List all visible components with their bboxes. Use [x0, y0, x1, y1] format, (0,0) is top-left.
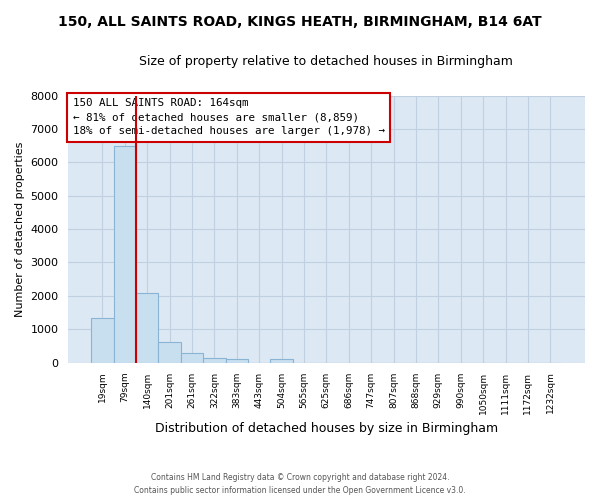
Title: Size of property relative to detached houses in Birmingham: Size of property relative to detached ho… [139, 55, 513, 68]
Bar [203, 358, 226, 362]
X-axis label: Distribution of detached houses by size in Birmingham: Distribution of detached houses by size … [155, 422, 498, 435]
Bar [91, 318, 113, 362]
Text: Contains HM Land Registry data © Crown copyright and database right 2024.
Contai: Contains HM Land Registry data © Crown c… [134, 474, 466, 495]
Text: 150 ALL SAINTS ROAD: 164sqm
← 81% of detached houses are smaller (8,859)
18% of : 150 ALL SAINTS ROAD: 164sqm ← 81% of det… [73, 98, 385, 136]
Bar [158, 342, 181, 362]
Text: 150, ALL SAINTS ROAD, KINGS HEATH, BIRMINGHAM, B14 6AT: 150, ALL SAINTS ROAD, KINGS HEATH, BIRMI… [58, 15, 542, 29]
Bar [271, 359, 293, 362]
Bar [136, 293, 158, 362]
Y-axis label: Number of detached properties: Number of detached properties [15, 142, 25, 316]
Bar [113, 146, 136, 362]
Bar [226, 359, 248, 362]
Bar [181, 352, 203, 362]
